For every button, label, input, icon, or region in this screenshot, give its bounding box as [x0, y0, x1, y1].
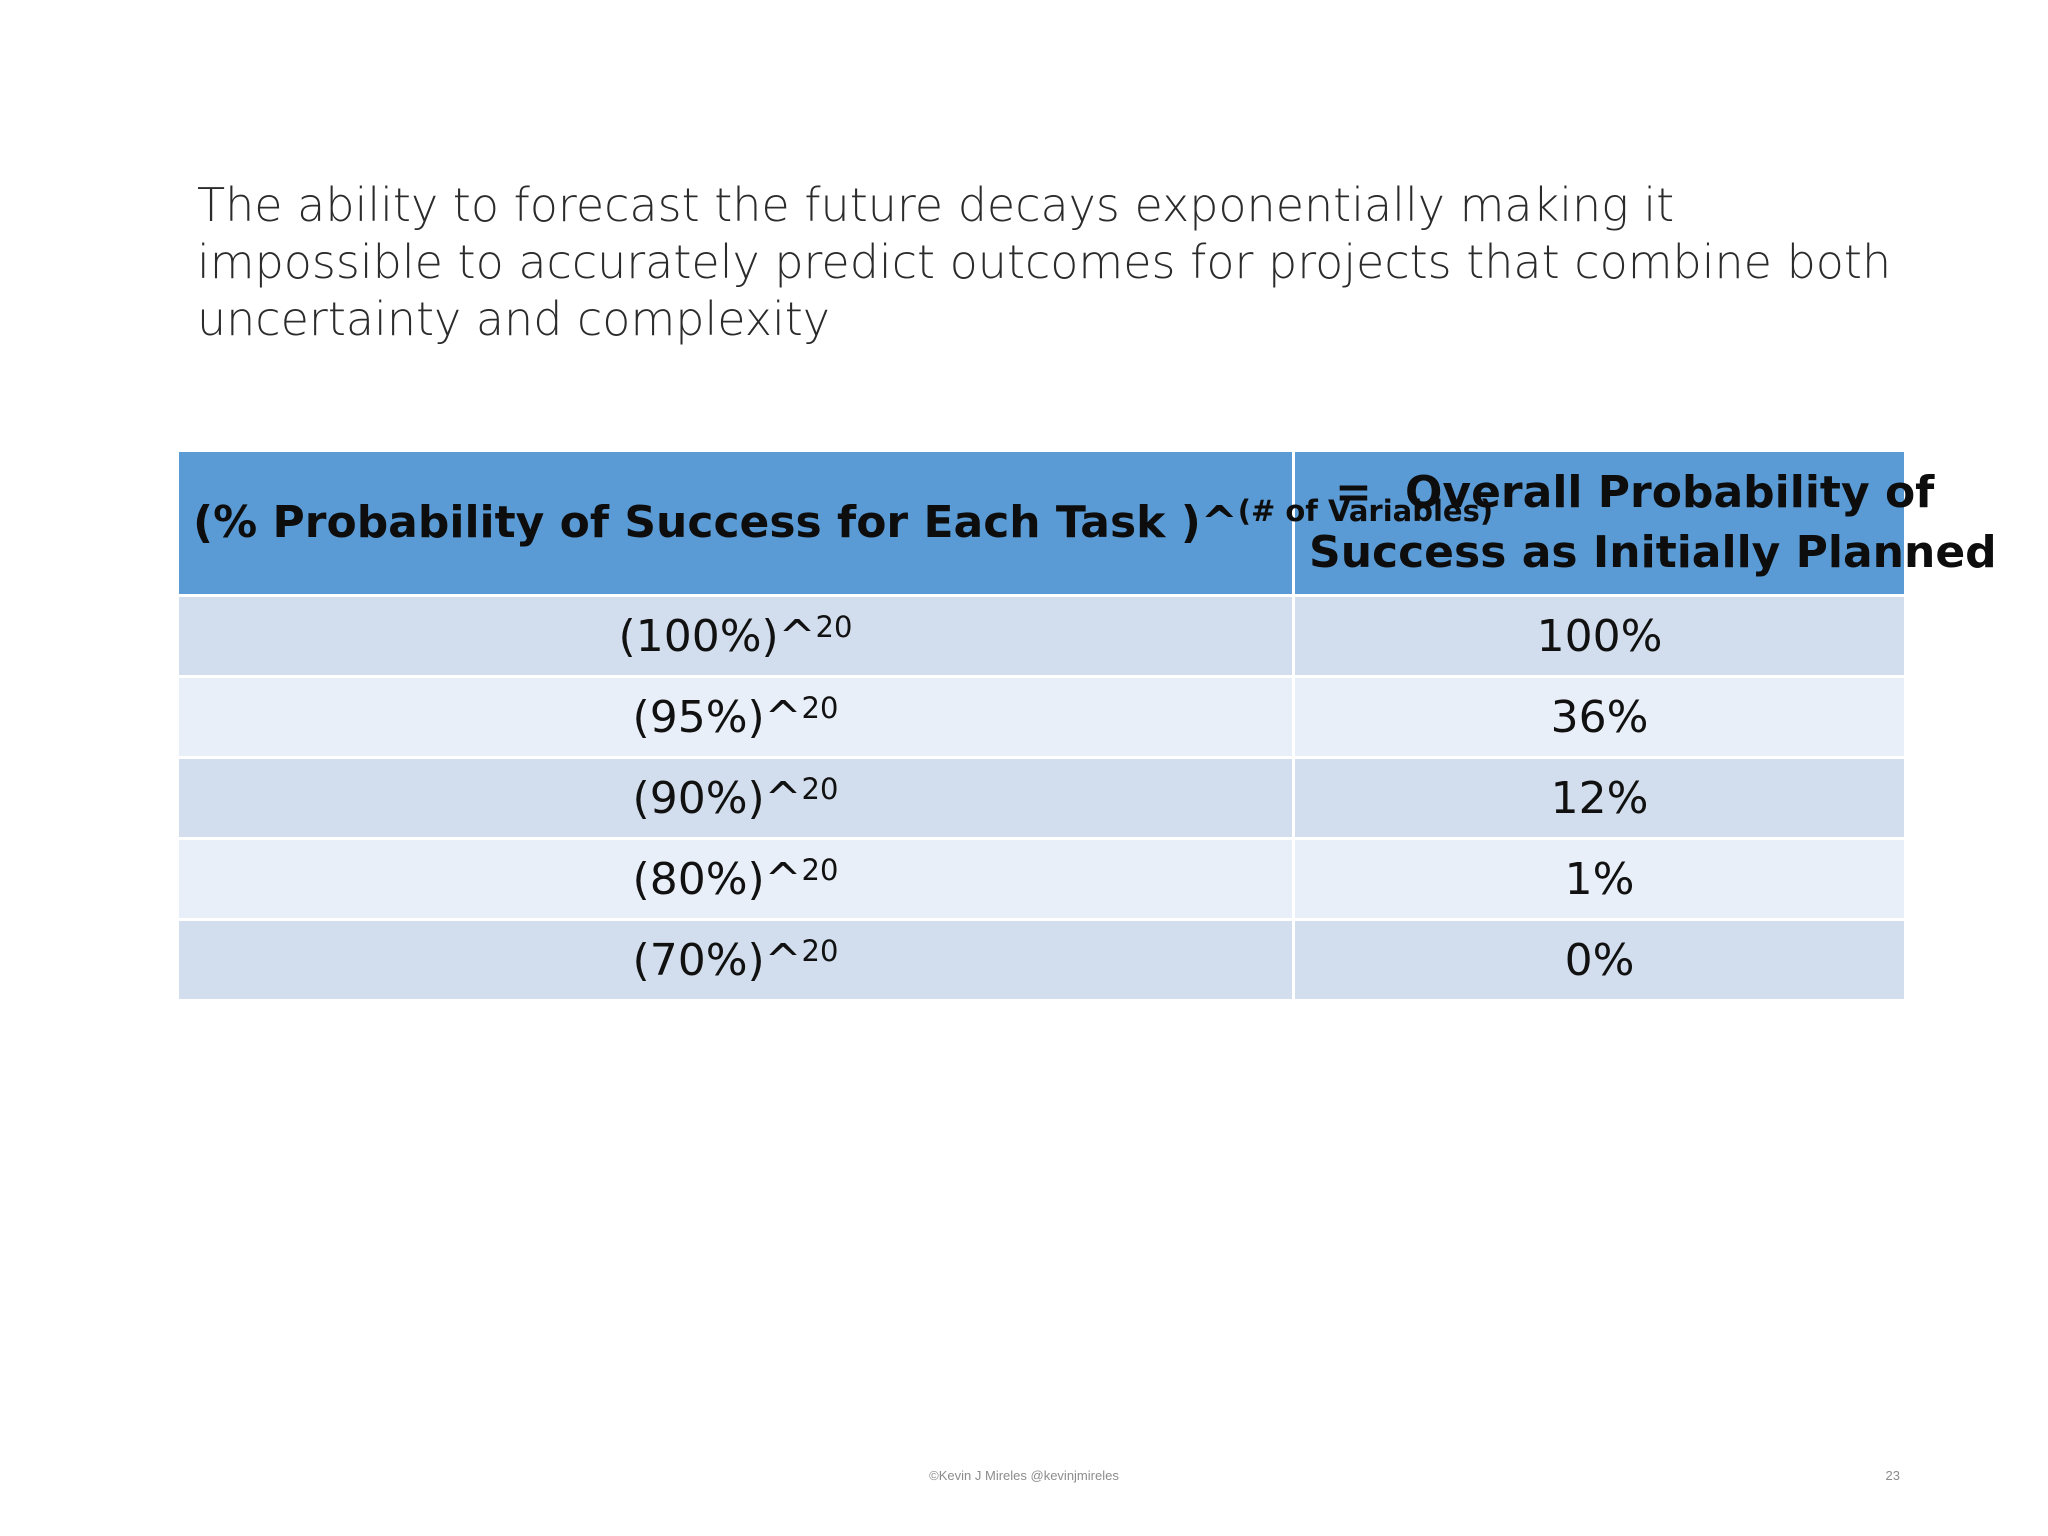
- task-probability-exponent: 20: [801, 933, 839, 968]
- page-number: 23: [1885, 1468, 1900, 1483]
- task-probability-cell: (100%)^20: [176, 594, 1295, 678]
- task-probability-cell: (80%)^20: [176, 837, 1295, 921]
- task-probability-base: (100%)^: [618, 610, 816, 662]
- task-probability-base: (90%)^: [632, 772, 802, 824]
- header-equals-sign: =: [1335, 467, 1372, 518]
- table-row: (70%)^20 0%: [176, 918, 1907, 1002]
- task-probability-cell: (70%)^20: [176, 918, 1295, 1002]
- task-probability-exponent: 20: [801, 852, 839, 887]
- table-row: (80%)^20 1%: [176, 837, 1907, 921]
- table-header-row: (% Probability of Success for Each Task …: [176, 449, 1997, 597]
- task-probability-exponent: 20: [815, 609, 853, 644]
- slide-title: The ability to forecast the future decay…: [197, 178, 1892, 346]
- probability-table: (% Probability of Success for Each Task …: [176, 449, 1997, 1002]
- header-task-probability-main: (% Probability of Success for Each Task …: [193, 497, 1238, 548]
- overall-probability-cell: 100%: [1292, 594, 1907, 678]
- header-overall-line1: Overall Probability of: [1405, 467, 1935, 518]
- overall-probability-cell: 12%: [1292, 756, 1907, 840]
- task-probability-exponent: 20: [801, 690, 839, 725]
- task-probability-base: (70%)^: [632, 934, 802, 986]
- header-overall-line2: Success as Initially Planned: [1309, 527, 1997, 578]
- table-row: (100%)^20 100%: [176, 594, 1907, 678]
- task-probability-base: (80%)^: [632, 853, 802, 905]
- task-probability-cell: (90%)^20: [176, 756, 1295, 840]
- overall-probability-cell: 0%: [1292, 918, 1907, 1002]
- table-row: (95%)^20 36%: [176, 675, 1907, 759]
- task-probability-cell: (95%)^20: [176, 675, 1295, 759]
- overall-probability-cell: 36%: [1292, 675, 1907, 759]
- task-probability-base: (95%)^: [632, 691, 802, 743]
- header-task-probability: (% Probability of Success for Each Task …: [176, 449, 1493, 597]
- footer-credit: ©Kevin J Mireles @kevinjmireles: [929, 1468, 1119, 1483]
- overall-probability-cell: 1%: [1292, 837, 1907, 921]
- table-row: (90%)^20 12%: [176, 756, 1907, 840]
- task-probability-exponent: 20: [801, 771, 839, 806]
- header-overall-probability: = Overall Probability of Success as Initia…: [1292, 449, 1997, 597]
